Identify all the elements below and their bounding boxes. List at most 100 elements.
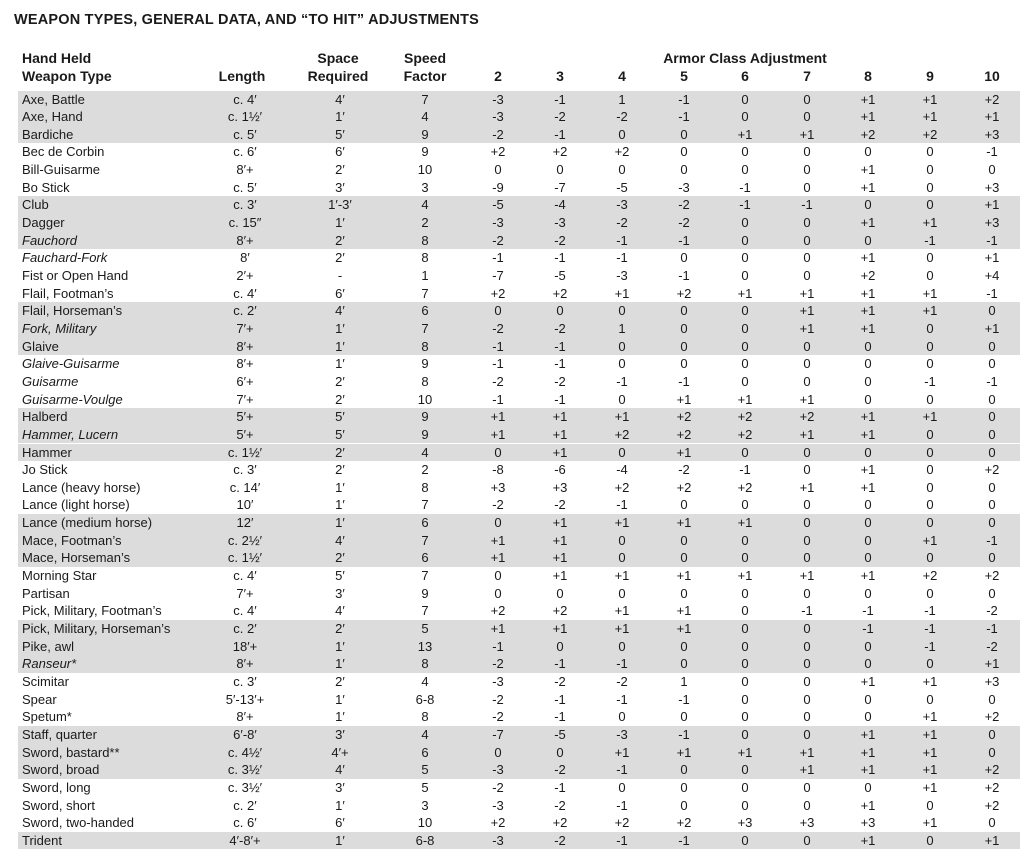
ac-adjustment: -1 — [862, 603, 874, 619]
ac-adjustment: +1 — [922, 409, 938, 425]
speed-factor: 10 — [417, 391, 433, 407]
ac-adjustment: +3 — [490, 479, 506, 495]
ac-adjustment: 0 — [680, 126, 688, 142]
ac-adjustment: 0 — [926, 797, 934, 813]
ac-adjustment: +2 — [614, 815, 630, 831]
ac-adjustment: +1 — [737, 515, 753, 531]
space-required: 5′ — [335, 409, 345, 425]
weapon-name: Flail, Footman’s — [22, 285, 114, 301]
ac-adjustment: -1 — [492, 638, 504, 654]
ac-adjustment: +1 — [676, 515, 692, 531]
ac-adjustment: +2 — [860, 126, 876, 142]
ac-adjustment: 0 — [741, 320, 749, 336]
ac-adjustment: 0 — [741, 638, 749, 654]
row-shade — [18, 761, 1020, 779]
space-required: 1′ — [335, 691, 345, 707]
ac-adjustment: -1 — [554, 656, 566, 672]
ac-adjustment: 0 — [741, 268, 749, 283]
ac-adjustment: 0 — [680, 550, 688, 566]
ac-adjustment: 0 — [680, 762, 688, 778]
ac-adjustment: 0 — [741, 621, 749, 636]
ac-adjustment: -2 — [554, 497, 566, 513]
header-ac: 4 — [618, 68, 626, 84]
ac-adjustment: -1 — [492, 338, 504, 354]
ac-adjustment: -1 — [924, 638, 936, 654]
ac-adjustment: 0 — [926, 391, 934, 407]
ac-adjustment: +2 — [552, 603, 568, 619]
ac-adjustment: +1 — [984, 656, 1000, 672]
ac-adjustment: 0 — [741, 303, 749, 319]
ac-adjustment: +1 — [984, 109, 1000, 125]
length: c. 2′ — [233, 797, 257, 813]
ac-adjustment: +1 — [860, 320, 876, 336]
ac-adjustment: -2 — [492, 779, 504, 795]
row-shade — [18, 620, 1020, 638]
speed-factor: 8 — [421, 656, 429, 672]
ac-adjustment: 0 — [494, 744, 502, 760]
ac-adjustment: 0 — [926, 320, 934, 336]
length: c. 4′ — [233, 603, 257, 619]
ac-adjustment: +2 — [490, 285, 506, 301]
ac-adjustment: 0 — [803, 515, 811, 531]
ac-adjustment: 0 — [926, 656, 934, 672]
ac-adjustment: +2 — [614, 426, 630, 442]
ac-adjustment: -5 — [554, 726, 566, 742]
length: 8′+ — [236, 709, 254, 725]
weapon-name: Fork, Military — [22, 320, 97, 336]
ac-adjustment: +1 — [676, 603, 692, 619]
length: 4′-8′+ — [229, 832, 261, 848]
speed-factor: 4 — [421, 197, 429, 213]
speed-factor: 6 — [421, 550, 429, 566]
ac-adjustment: -1 — [678, 91, 690, 107]
ac-adjustment: 0 — [803, 338, 811, 354]
header-ac: 6 — [741, 68, 749, 84]
speed-factor: 7 — [421, 568, 429, 584]
ac-adjustment: -1 — [616, 250, 628, 266]
ac-adjustment: 0 — [618, 638, 626, 654]
ac-adjustment: 0 — [741, 532, 749, 548]
ac-adjustment: 0 — [618, 585, 626, 601]
row-shade — [18, 408, 1020, 426]
ac-adjustment: 0 — [988, 479, 996, 495]
speed-factor: 1 — [421, 268, 429, 283]
ac-adjustment: -3 — [616, 197, 628, 213]
ac-adjustment: +1 — [676, 568, 692, 584]
ac-adjustment: +1 — [799, 426, 815, 442]
ac-adjustment: +1 — [860, 91, 876, 107]
length: 8′+ — [236, 356, 254, 372]
ac-adjustment: -3 — [554, 215, 566, 231]
ac-adjustment: 0 — [988, 744, 996, 760]
ac-adjustment: +1 — [922, 744, 938, 760]
speed-factor: 7 — [421, 603, 429, 619]
ac-adjustment: +2 — [984, 91, 1000, 107]
ac-adjustment: -3 — [492, 762, 504, 778]
speed-factor: 4 — [421, 673, 429, 689]
ac-adjustment: 0 — [741, 585, 749, 601]
ac-adjustment: +1 — [860, 250, 876, 266]
ac-adjustment: 0 — [741, 109, 749, 125]
speed-factor: 5 — [421, 621, 429, 636]
length: c. 6′ — [233, 815, 257, 831]
ac-adjustment: 0 — [741, 762, 749, 778]
weapon-name: Sword, two-handed — [22, 815, 135, 831]
weapon-name: Dagger — [22, 215, 65, 231]
ac-adjustment: -1 — [616, 832, 628, 848]
weapon-name: Pick, Military, Horseman’s — [22, 621, 171, 636]
ac-adjustment: -1 — [616, 762, 628, 778]
space-required: 6′ — [335, 815, 345, 831]
ac-adjustment: -5 — [616, 179, 628, 195]
ac-adjustment: 0 — [864, 691, 872, 707]
ac-adjustment: -1 — [554, 126, 566, 142]
ac-adjustment: +1 — [860, 215, 876, 231]
ac-adjustment: 0 — [741, 497, 749, 513]
speed-factor: 3 — [421, 179, 429, 195]
weapon-name: Fauchord — [22, 232, 77, 248]
space-required: 2′ — [335, 673, 345, 689]
weapon-name: Sword, bastard** — [22, 744, 120, 760]
ac-adjustment: -2 — [616, 109, 628, 125]
ac-adjustment: 0 — [680, 779, 688, 795]
ac-adjustment: +1 — [860, 285, 876, 301]
ac-adjustment: 0 — [494, 162, 502, 178]
speed-factor: 2 — [421, 215, 429, 231]
ac-adjustment: 0 — [926, 356, 934, 372]
